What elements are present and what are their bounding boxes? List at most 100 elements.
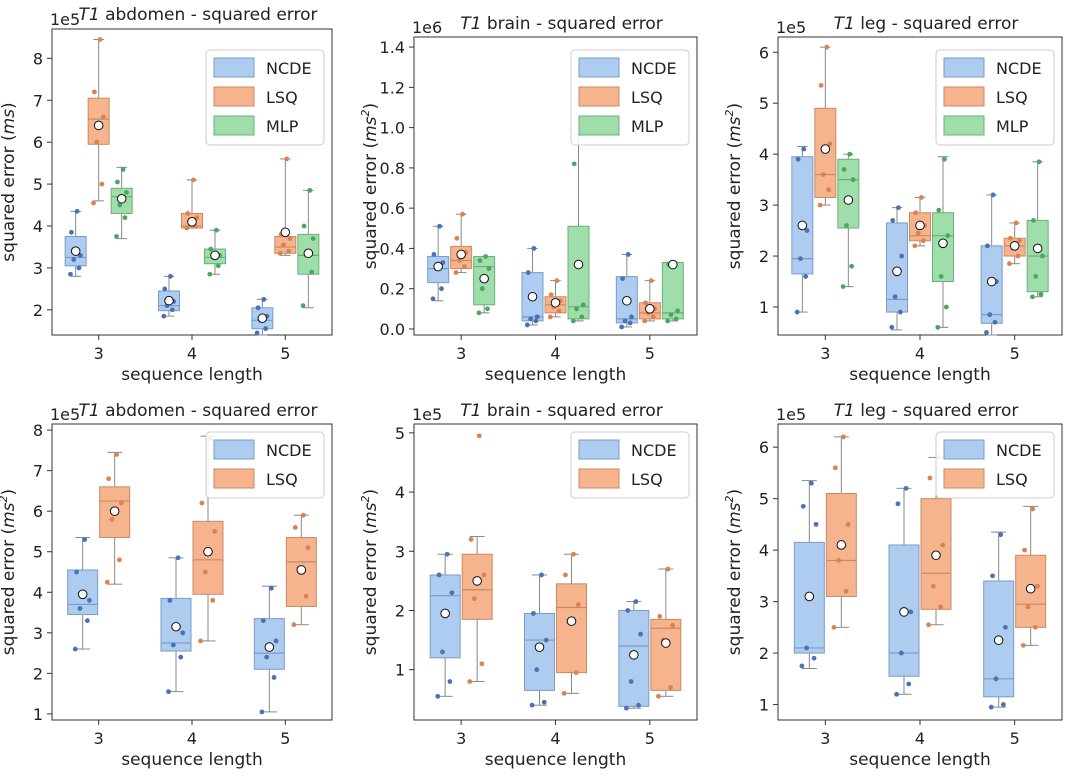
box-ncde-5 bbox=[983, 531, 1015, 710]
data-point bbox=[571, 161, 577, 167]
data-point bbox=[273, 638, 279, 644]
box-lsq-4 bbox=[181, 177, 203, 231]
y-tick-label: 2 bbox=[759, 644, 769, 663]
data-point bbox=[668, 312, 674, 318]
y-tick-label: 0.6 bbox=[380, 199, 405, 218]
data-point bbox=[185, 211, 191, 216]
y-tick-label: 3 bbox=[395, 542, 405, 561]
data-point bbox=[76, 265, 82, 271]
y-tick-label: 4 bbox=[759, 145, 769, 164]
data-point bbox=[214, 227, 219, 233]
data-point bbox=[1030, 294, 1035, 300]
data-point bbox=[115, 179, 120, 185]
mean-marker bbox=[479, 273, 489, 284]
data-point bbox=[990, 192, 996, 198]
y-tick-label: 4 bbox=[759, 541, 769, 560]
data-point bbox=[467, 679, 473, 684]
data-point bbox=[531, 611, 536, 616]
box-mlp-3 bbox=[837, 151, 860, 290]
y-tick-label: 0.4 bbox=[380, 239, 405, 258]
mean-marker bbox=[843, 195, 854, 205]
legend-label-lsq: LSQ bbox=[996, 88, 1028, 107]
data-point bbox=[908, 609, 914, 615]
data-point bbox=[827, 141, 833, 147]
data-point bbox=[547, 314, 553, 320]
data-point bbox=[82, 537, 88, 542]
x-tick-label: 5 bbox=[280, 344, 290, 363]
mean-marker bbox=[645, 304, 655, 314]
subplot-title: T1 leg - squared error bbox=[834, 401, 1019, 421]
x-axis-label: sequence length bbox=[485, 365, 627, 385]
data-point bbox=[444, 551, 450, 557]
data-point bbox=[849, 263, 855, 269]
subplot-3: 1 2 3 4 5 6 3 4 5 1e5 T1 leg - squared error sequen… bbox=[723, 14, 1063, 385]
mean-marker bbox=[70, 246, 81, 256]
axis-scale-label: 1e5 bbox=[50, 405, 80, 424]
data-point bbox=[1008, 235, 1013, 241]
y-axis-label: squared error (ms2) bbox=[359, 103, 381, 269]
data-point bbox=[447, 679, 453, 684]
legend-swatch-mlp bbox=[578, 115, 620, 136]
data-point bbox=[624, 705, 629, 711]
legend-label-lsq: LSQ bbox=[631, 88, 663, 107]
data-point bbox=[556, 308, 562, 314]
data-point bbox=[114, 234, 119, 239]
y-tick-label: 2 bbox=[759, 247, 769, 266]
data-point bbox=[808, 480, 814, 486]
data-point bbox=[72, 646, 78, 652]
data-point bbox=[99, 181, 105, 187]
mean-marker bbox=[257, 313, 268, 324]
data-point bbox=[1035, 583, 1040, 589]
y-tick-label: 1 bbox=[33, 705, 43, 724]
subplot-title: T1 abdomen - squared error bbox=[78, 401, 317, 421]
y-tick-label: 4 bbox=[33, 217, 43, 236]
data-point bbox=[799, 663, 805, 669]
data-point bbox=[259, 709, 265, 715]
mean-marker bbox=[440, 608, 450, 619]
y-tick-label: 6 bbox=[759, 438, 769, 457]
y-tick-label: 8 bbox=[33, 49, 43, 68]
data-point bbox=[930, 583, 936, 589]
data-point bbox=[175, 555, 181, 561]
data-point bbox=[68, 271, 73, 277]
box-lsq-5 bbox=[274, 156, 297, 256]
data-point bbox=[210, 597, 216, 603]
legend-swatch-lsq bbox=[213, 468, 255, 489]
box-lsq-3 bbox=[825, 434, 857, 630]
data-point bbox=[202, 569, 208, 575]
data-point bbox=[573, 670, 579, 676]
data-point bbox=[477, 258, 483, 263]
data-point bbox=[208, 246, 214, 252]
y-tick-label: 2 bbox=[33, 301, 43, 320]
data-point bbox=[528, 316, 534, 322]
mean-marker bbox=[1009, 241, 1020, 251]
data-point bbox=[122, 215, 128, 221]
subplot-6: 1 2 3 4 5 6 3 4 5 1e5 T1 leg - squared error sequen… bbox=[723, 401, 1063, 770]
data-point bbox=[310, 236, 316, 241]
data-point bbox=[927, 475, 933, 481]
legend-label-mlp: MLP bbox=[631, 117, 664, 136]
data-point bbox=[260, 618, 266, 624]
mean-marker bbox=[433, 261, 443, 272]
data-point bbox=[483, 254, 488, 259]
data-point bbox=[988, 704, 994, 710]
data-point bbox=[984, 330, 989, 335]
data-point bbox=[116, 557, 122, 563]
x-tick-label: 3 bbox=[456, 344, 466, 363]
subplot-title: T1 brain - squared error bbox=[460, 14, 663, 34]
box-mlp-3 bbox=[473, 254, 496, 316]
data-point bbox=[798, 256, 803, 261]
box-ncde-3 bbox=[793, 480, 825, 670]
box-mlp-5 bbox=[297, 187, 320, 309]
mean-marker bbox=[534, 642, 545, 652]
box-mlp-4 bbox=[932, 156, 954, 330]
data-point bbox=[845, 521, 851, 527]
y-tick-label: 1 bbox=[759, 298, 769, 317]
data-point bbox=[119, 500, 124, 506]
data-point bbox=[899, 253, 905, 259]
box-iqr bbox=[650, 618, 682, 691]
data-point bbox=[897, 309, 903, 315]
mean-marker bbox=[566, 616, 577, 626]
mean-marker bbox=[629, 650, 639, 660]
legend-label-ncde: NCDE bbox=[996, 441, 1042, 460]
